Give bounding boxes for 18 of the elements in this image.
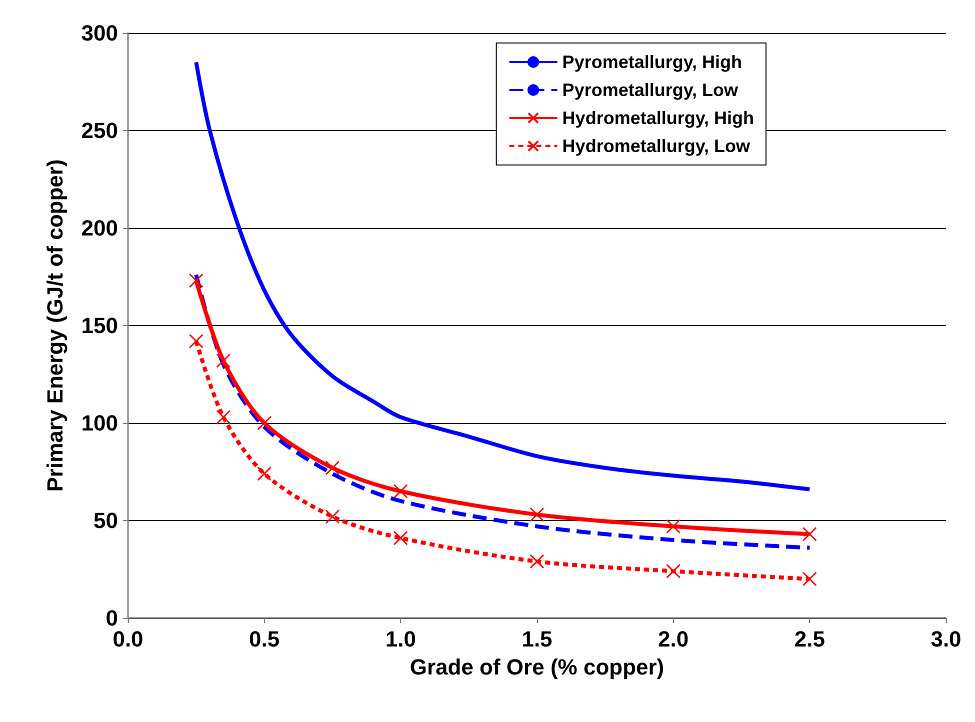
y-tick-label: 50 xyxy=(94,508,118,533)
legend-label: Hydrometallurgy, High xyxy=(562,108,754,128)
x-tick-label: 1.0 xyxy=(385,626,416,652)
y-tick-label: 200 xyxy=(81,216,118,240)
y-axis-title: Primary Energy (GJ/t of copper) xyxy=(42,159,68,492)
x-tick-label: 3.0 xyxy=(930,626,962,652)
y-tick-label: 250 xyxy=(81,118,118,143)
y-tick-label: 100 xyxy=(81,410,118,436)
x-tick-label: 2.0 xyxy=(658,626,689,652)
legend-label: Hydrometallurgy, Low xyxy=(562,136,751,156)
x-tick-label: 2.5 xyxy=(794,626,825,652)
y-tick-label: 150 xyxy=(81,313,118,338)
y-tick-label: 300 xyxy=(81,20,118,46)
x-tick-label: 0.5 xyxy=(249,626,280,652)
x-axis-title: Grade of Ore (% copper) xyxy=(410,654,664,680)
legend-label: Pyrometallurgy, High xyxy=(562,52,742,72)
x-tick-label: 1.5 xyxy=(522,626,552,652)
legend-label: Pyrometallurgy, Low xyxy=(562,80,740,100)
